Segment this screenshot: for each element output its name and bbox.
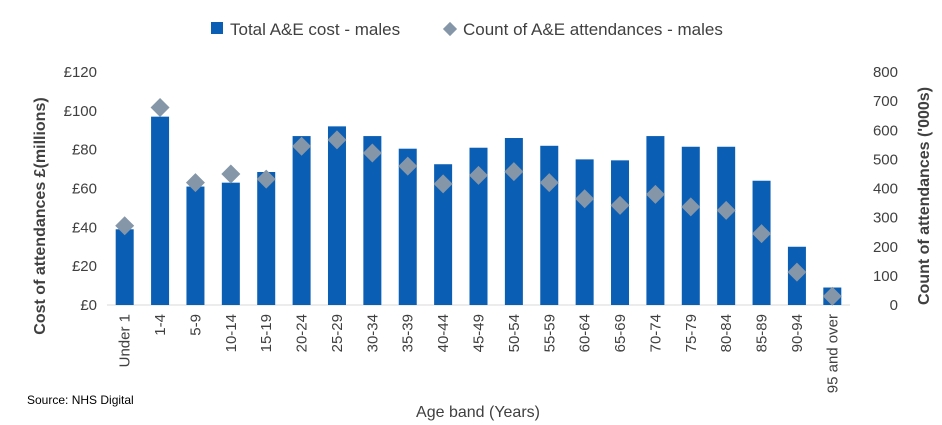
bar — [504, 138, 523, 305]
marker-point — [292, 136, 312, 156]
left-tick-label: £60 — [72, 181, 97, 198]
marker-series — [115, 98, 842, 306]
bar — [681, 146, 700, 305]
legend-bar-swatch — [211, 22, 223, 34]
right-tick-label: 300 — [873, 210, 898, 227]
bar — [363, 136, 382, 305]
left-tick-label: £100 — [64, 103, 97, 120]
bar — [327, 126, 346, 305]
x-tick-label: 1-4 — [152, 314, 169, 336]
bar — [221, 182, 240, 305]
right-tick-label: 200 — [873, 239, 898, 256]
marker-point — [150, 98, 170, 118]
x-tick-label: 40-44 — [435, 314, 452, 352]
x-tick-label: 90-94 — [789, 314, 806, 352]
marker-point — [681, 197, 701, 217]
x-tick-label: 15-19 — [258, 314, 275, 352]
x-tick-label: 85-89 — [754, 314, 771, 352]
marker-point — [398, 156, 418, 176]
x-tick-label: 45-49 — [471, 314, 488, 352]
right-axis-ticks: 0 100 200 300 400 500 600 700 800 — [873, 64, 898, 314]
bar — [115, 229, 134, 305]
bar — [611, 160, 630, 305]
left-tick-label: £0 — [80, 297, 97, 314]
marker-point — [469, 165, 488, 185]
x-tick-label: 95 and over — [824, 314, 841, 393]
x-tick-label: 25-29 — [329, 314, 346, 352]
legend-marker-swatch — [442, 21, 458, 37]
legend-bar-label: Total A&E cost - males — [230, 20, 400, 39]
x-axis-ticks: Under 1 1-4 5-9 10-14 15-19 20-24 25-29 30-34 35… — [117, 314, 842, 393]
legend: Total A&E cost - males Count of A&E atte… — [211, 20, 723, 39]
x-tick-label: 65-69 — [612, 314, 629, 352]
marker-point — [362, 143, 382, 163]
marker-point — [433, 174, 453, 194]
x-tick-label: 20-24 — [294, 314, 311, 352]
bar — [186, 186, 205, 305]
x-tick-label: 70-74 — [647, 314, 664, 352]
x-tick-label: Under 1 — [117, 314, 134, 367]
right-tick-label: 100 — [873, 268, 898, 285]
marker-point — [504, 162, 524, 182]
marker-point — [787, 262, 807, 282]
marker-point — [575, 189, 595, 209]
right-axis-title: Count of attendances ('000s) — [916, 87, 933, 305]
right-tick-label: 600 — [873, 122, 898, 139]
x-tick-label: 10-14 — [223, 314, 240, 352]
marker-point — [822, 286, 842, 306]
x-tick-label: 30-34 — [364, 314, 381, 352]
x-tick-label: 55-59 — [541, 314, 558, 352]
marker-point — [610, 195, 630, 215]
marker-point — [752, 224, 772, 244]
right-tick-label: 0 — [890, 297, 898, 314]
bar — [292, 136, 311, 305]
bar — [646, 136, 665, 305]
x-tick-label: 35-39 — [400, 314, 417, 352]
x-tick-label: 75-79 — [683, 314, 700, 352]
marker-point — [539, 173, 559, 193]
left-tick-label: £120 — [64, 64, 97, 81]
x-axis-title: Age band (Years) — [416, 404, 540, 421]
marker-point — [716, 200, 736, 220]
marker-point — [115, 216, 135, 236]
x-tick-label: 80-84 — [718, 314, 735, 352]
right-tick-label: 400 — [873, 181, 898, 198]
right-tick-label: 800 — [873, 64, 898, 81]
marker-point — [185, 173, 205, 193]
right-tick-label: 700 — [873, 93, 898, 110]
x-tick-label: 5-9 — [187, 314, 204, 336]
bar — [540, 145, 559, 305]
bar — [151, 116, 170, 306]
marker-point — [256, 169, 276, 189]
bar — [717, 146, 736, 305]
marker-point — [327, 130, 347, 150]
x-tick-label: 60-64 — [577, 314, 594, 352]
bar — [257, 171, 276, 305]
marker-point — [645, 184, 665, 204]
bar — [434, 164, 453, 305]
left-tick-label: £80 — [72, 142, 97, 159]
left-tick-label: £20 — [72, 258, 97, 275]
legend-marker-label: Count of A&E attendances - males — [463, 20, 723, 39]
right-tick-label: 500 — [873, 151, 898, 168]
source-note: Source: NHS Digital — [27, 393, 134, 407]
bar — [398, 148, 417, 305]
x-tick-label: 50-54 — [506, 314, 523, 352]
left-axis-title: Cost of attendances £(millions) — [32, 97, 49, 334]
bar — [469, 147, 488, 305]
marker-point — [221, 164, 241, 184]
bar-series — [115, 116, 842, 306]
bar — [575, 159, 594, 305]
left-axis-ticks: £0 £20 £40 £60 £80 £100 £120 — [64, 64, 97, 314]
left-tick-label: £40 — [72, 219, 97, 236]
